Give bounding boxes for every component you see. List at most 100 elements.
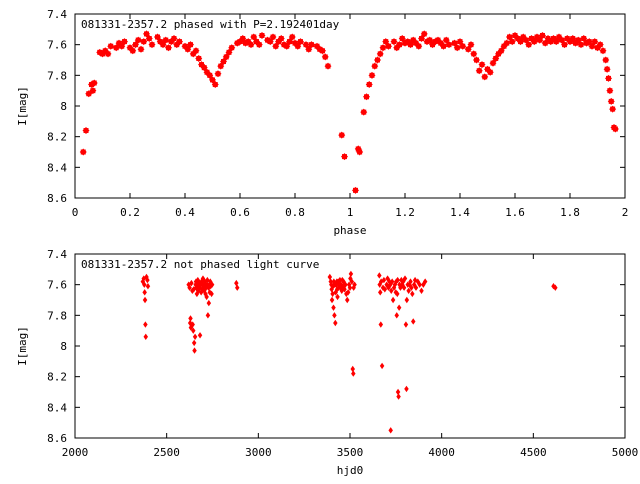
data-point-overlay — [250, 33, 258, 41]
data-point-overlay — [170, 35, 178, 43]
data-point-overlay — [184, 45, 192, 53]
data-point-overlay — [451, 39, 458, 47]
data-point — [398, 284, 403, 291]
data-point-overlay — [407, 41, 414, 49]
data-point-overlay — [356, 148, 364, 156]
data-point — [331, 304, 336, 311]
data-point-overlay — [470, 50, 478, 58]
data-point-overlay — [187, 41, 194, 49]
data-point — [388, 427, 393, 434]
data-point-overlay — [319, 47, 326, 55]
data-point — [404, 296, 410, 304]
data-point-overlay — [82, 127, 90, 135]
data-point-overlay — [611, 125, 619, 133]
data-point-overlay — [79, 148, 87, 156]
data-point-overlay — [459, 42, 467, 50]
data-point-overlay — [497, 47, 505, 55]
data-point — [377, 272, 382, 279]
data-point — [411, 318, 416, 325]
data-point — [396, 304, 402, 311]
data-point — [382, 286, 388, 293]
data-point-overlay — [603, 65, 611, 73]
data-point-overlay — [134, 36, 142, 44]
data-point-overlay — [445, 41, 453, 49]
data-point-overlay — [379, 44, 387, 52]
data-point-overlay — [137, 45, 145, 53]
x-tick-label: 3500 — [337, 446, 364, 459]
data-point-overlay — [277, 35, 285, 43]
data-point-overlay — [506, 33, 513, 41]
data-point — [409, 284, 414, 291]
x-axis-label: hjd0 — [337, 464, 364, 477]
data-point — [334, 286, 340, 293]
data-point — [395, 276, 400, 284]
x-tick-label: 1.6 — [505, 206, 525, 219]
data-point — [329, 281, 334, 288]
x-tick-label: 0 — [72, 206, 79, 219]
data-point — [327, 273, 333, 281]
y-axis-ticks: 7.4 7.6 7.8 8 8.2 8.4 8.6 — [47, 8, 625, 205]
data-point — [410, 290, 415, 298]
data-point — [190, 321, 195, 328]
data-point — [142, 281, 147, 288]
data-point-overlay — [415, 42, 423, 50]
data-point-overlay — [247, 41, 255, 49]
x-tick-label: 5000 — [612, 446, 639, 459]
data-point-overlay — [89, 87, 97, 95]
data-point — [200, 275, 206, 282]
data-point-overlay — [209, 76, 216, 84]
data-point-overlay — [539, 31, 546, 39]
data-point-overlay — [321, 53, 329, 61]
data-point — [396, 393, 401, 400]
y-axis-ticks: 7.4 7.6 7.8 8 8.2 8.4 8.6 — [47, 248, 625, 445]
data-point-overlay — [363, 93, 370, 101]
data-point — [145, 283, 151, 290]
data-point-overlay — [286, 38, 293, 46]
y-tick-label: 8 — [60, 100, 67, 113]
data-point-overlay — [206, 71, 214, 79]
data-point-overlay — [475, 67, 483, 75]
data-point — [350, 365, 355, 373]
data-point-overlay — [605, 74, 612, 82]
data-point-overlay — [385, 42, 392, 50]
x-tick-label: 3000 — [245, 446, 272, 459]
data-point-overlay — [118, 42, 126, 50]
data-point-overlay — [396, 41, 403, 49]
data-point — [204, 293, 209, 301]
data-point — [332, 312, 337, 319]
data-point-overlay — [492, 54, 500, 62]
y-tick-label: 7.6 — [47, 39, 67, 52]
data-point — [389, 287, 394, 294]
data-point-overlay — [302, 41, 310, 49]
y-tick-label: 8 — [60, 340, 67, 353]
data-point — [206, 299, 212, 307]
data-point — [553, 284, 558, 291]
data-point-overlay — [442, 36, 450, 44]
y-tick-label: 8.4 — [47, 401, 67, 414]
data-point — [192, 347, 197, 354]
x-tick-label: 0.4 — [175, 206, 195, 219]
data-point-overlay — [159, 41, 167, 49]
data-point-overlay — [456, 38, 464, 46]
x-tick-label: 1 — [347, 206, 354, 219]
data-point — [335, 293, 340, 301]
data-point-overlay — [288, 33, 296, 41]
data-point-overlay — [352, 186, 359, 194]
data-point-overlay — [308, 41, 315, 49]
data-point — [145, 276, 150, 284]
data-point-overlay — [220, 58, 227, 66]
data-point — [406, 287, 411, 294]
data-point — [348, 270, 354, 278]
y-tick-label: 8.2 — [47, 131, 67, 144]
data-point-overlay — [596, 41, 604, 49]
data-point-overlay — [486, 68, 494, 76]
data-point-overlay — [371, 62, 379, 70]
y-tick-label: 8.4 — [47, 161, 67, 174]
data-point-overlay — [154, 33, 161, 41]
data-point — [404, 385, 409, 393]
data-point — [188, 315, 193, 322]
data-point-overlay — [140, 38, 148, 46]
data-point-overlay — [599, 47, 607, 55]
y-tick-label: 8.6 — [47, 432, 67, 445]
data-point — [379, 362, 385, 370]
